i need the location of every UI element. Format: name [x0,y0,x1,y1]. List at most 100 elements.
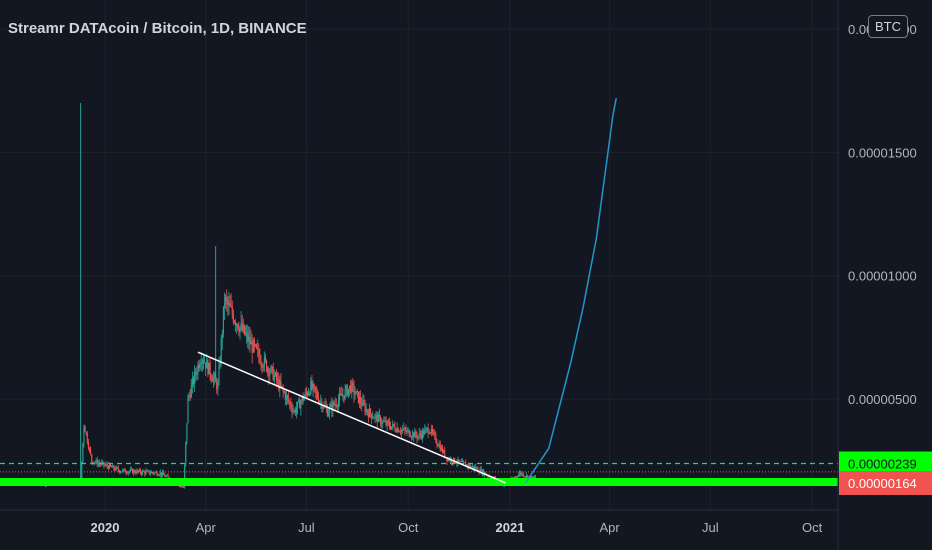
candle-body [391,426,393,430]
candle-body [308,392,310,395]
candle-body [531,476,533,480]
candle-body [242,325,244,331]
candle-body [274,372,276,376]
candle-body [419,433,421,435]
currency-badge[interactable]: BTC [868,15,908,38]
candle-body [356,390,358,392]
horizontal-levels[interactable] [0,462,838,486]
price-tick-label: 0.00001000 [848,269,917,284]
candle-body [479,469,481,473]
candle-body [281,385,283,387]
candle-body [277,378,279,381]
projection-curve[interactable] [524,97,617,484]
candle-body [407,430,409,432]
candle-body [122,469,124,472]
candle-body [116,467,118,468]
candle-body [259,355,261,364]
candle-body [364,403,366,412]
candle-body [533,477,535,479]
candle-body [375,414,377,416]
candle-body [166,475,168,477]
candle-body [283,391,285,394]
candle-body [471,466,473,468]
candle-body [149,473,151,474]
candle-body [202,360,205,363]
candle-body [346,385,348,396]
candle-body [311,381,313,389]
candle-body [155,472,157,473]
candle-body [415,431,417,436]
candle-body [370,408,372,415]
candle-body [84,426,86,433]
candle-body [200,362,202,365]
candle-body [361,403,363,406]
candle-body [246,332,248,334]
candle-body [109,464,112,467]
candle-body [366,409,368,413]
candle-body [420,434,423,438]
resistance-price-label: 0.00000239 [848,456,917,471]
candle-body [353,385,355,395]
candle-body [136,470,138,474]
drawings[interactable] [197,97,617,484]
candle-body [425,428,427,430]
candle-body [335,404,337,406]
candle-body [441,447,444,453]
candle-body [459,461,461,462]
support-line[interactable] [0,478,838,486]
candle-body [134,470,136,473]
candle-body [291,407,293,412]
support-price-label: 0.00000164 [848,476,917,491]
candle-body [180,486,182,488]
candle-body [327,412,330,417]
candle-body [229,303,231,307]
candle-body [476,467,478,469]
candle-body [131,469,133,471]
candle-body [251,341,253,353]
candle-body [340,393,342,395]
candle-body [427,428,429,434]
candle-body [521,473,523,475]
time-tick-label: Oct [802,520,823,535]
candle-body [181,486,184,488]
candle-body [443,450,445,453]
candle-body [532,476,534,478]
candle-body [160,472,162,476]
candle-body [372,417,374,419]
candle-body [105,464,107,466]
candle-body [305,391,307,393]
candle-body [253,340,255,346]
candle-body [403,428,405,430]
candle-body [373,417,375,419]
candle-body [406,430,408,432]
candle-body [339,393,341,400]
candle-body [154,472,156,474]
candle-body [368,408,371,418]
price-axis[interactable]: 0.000020000.000015000.000010000.00000500… [837,0,932,550]
candle-body [280,380,282,386]
time-axis[interactable]: 2020 Apr Jul Oct 2021 Apr Jul Oct [0,509,838,535]
time-tick-label: Apr [599,520,620,535]
candle-body [278,378,280,390]
candle-body [377,414,379,423]
candle-body [381,423,383,425]
candle-body [263,357,265,367]
candle-body [112,465,114,468]
candle-body [156,472,158,476]
candle-body [241,322,243,331]
candle-body [310,381,312,395]
candle-body [238,328,240,333]
candle-body [318,398,320,403]
candle-body [433,432,435,434]
candle-body [189,395,191,398]
trendline[interactable] [197,351,506,484]
candle-body [301,397,303,402]
candle-body [367,412,369,418]
candle-body [197,364,199,375]
candle-body [376,414,378,423]
candle-body [520,472,522,475]
candle-body [517,476,519,478]
candle-body [196,374,198,375]
candle-body [316,392,319,399]
